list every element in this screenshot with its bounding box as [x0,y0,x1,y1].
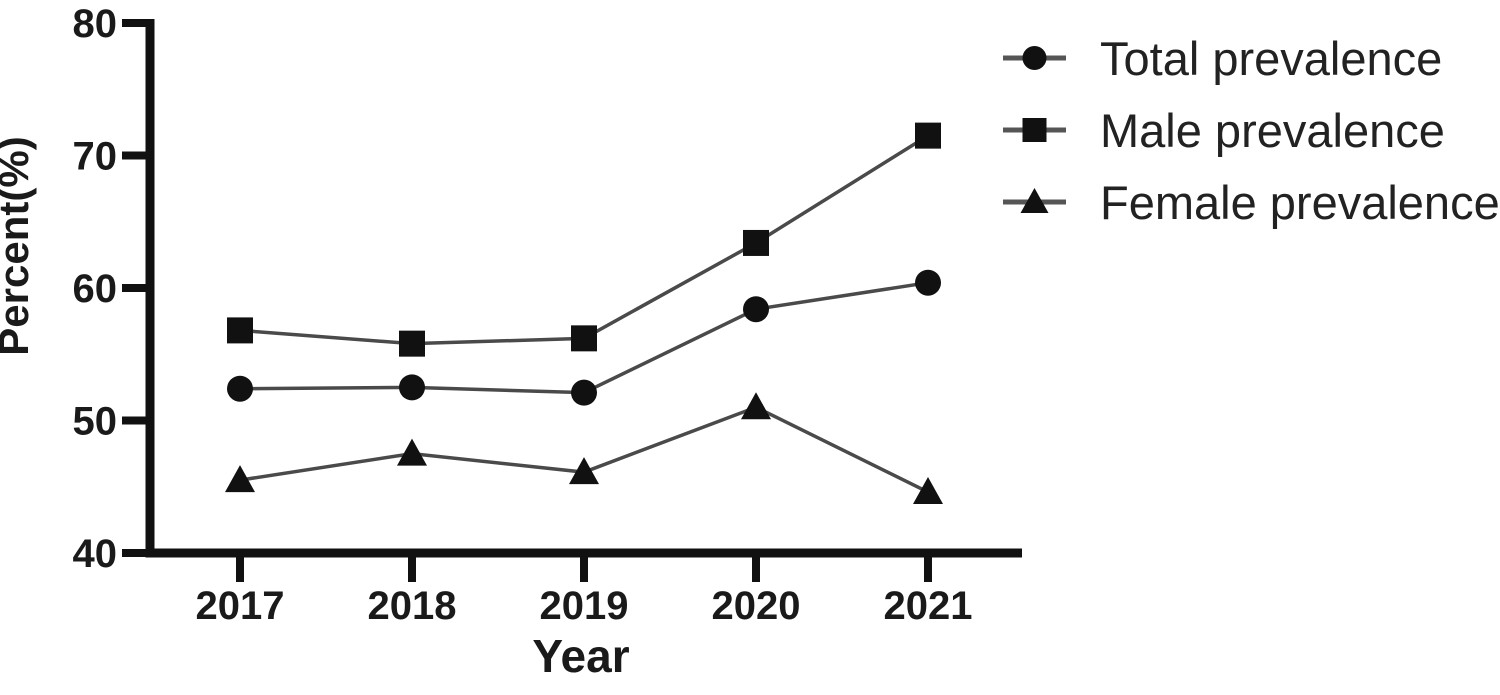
y-axis-title: Percent(%) [0,136,37,355]
data-point-square [571,325,597,352]
legend-marker-circle [1022,46,1047,70]
data-point-square [399,330,425,357]
legend-marker-triangle [1020,188,1049,213]
data-point-square [227,317,253,344]
series-line-square [239,134,929,346]
y-tick-label: 40 [73,532,118,576]
data-point-triangle [913,477,943,505]
legend-label: Total prevalence [1100,32,1442,85]
y-tick-label: 70 [73,135,118,179]
y-tick-label: 50 [73,400,118,444]
data-point-triangle [741,392,771,420]
data-point-circle [227,375,253,402]
data-point-circle [399,374,425,401]
y-tick-label: 80 [73,2,118,46]
x-tick-label: 2017 [196,584,285,628]
data-point-circle [743,296,769,323]
x-axis-title: Year [532,630,629,682]
x-tick-label: 2021 [884,584,973,628]
x-tick-label: 2020 [712,584,801,628]
x-tick-label: 2018 [368,584,457,628]
legend-label: Female prevalence [1100,176,1500,229]
legend-label: Male prevalence [1100,104,1445,157]
data-point-triangle [397,438,427,466]
x-tick-label: 2019 [540,584,629,628]
legend-marker-square [1022,118,1047,142]
y-tick-label: 60 [73,267,118,311]
data-point-circle [915,269,941,296]
data-point-triangle [569,457,599,485]
data-point-square [743,229,769,256]
data-point-circle [571,379,597,406]
data-point-square [915,122,941,149]
data-point-triangle [225,465,255,493]
